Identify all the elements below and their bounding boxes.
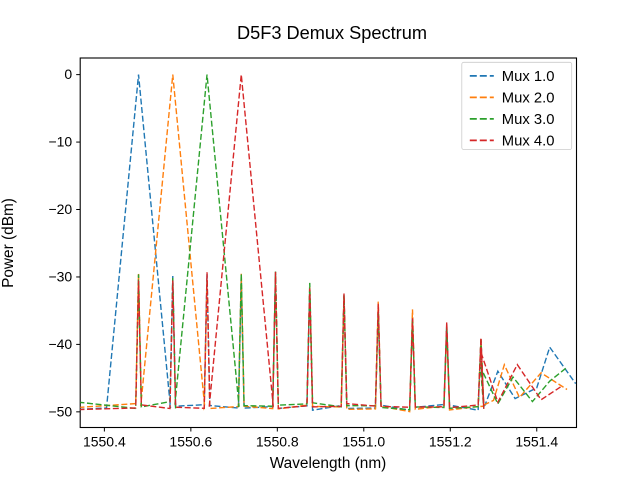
svg-text:1551.0: 1551.0	[342, 434, 385, 450]
svg-text:1550.8: 1550.8	[256, 434, 299, 450]
svg-text:Mux 3.0: Mux 3.0	[502, 112, 555, 128]
svg-text:−30: −30	[48, 268, 72, 284]
svg-text:D5F3 Demux Spectrum: D5F3 Demux Spectrum	[237, 23, 427, 43]
svg-text:1551.4: 1551.4	[515, 434, 558, 450]
svg-text:−40: −40	[48, 336, 72, 352]
svg-text:Mux 2.0: Mux 2.0	[502, 90, 555, 106]
svg-text:1550.4: 1550.4	[83, 434, 126, 450]
svg-text:−10: −10	[48, 134, 72, 150]
svg-text:−50: −50	[48, 403, 72, 419]
svg-text:Mux 4.0: Mux 4.0	[502, 133, 555, 149]
svg-text:0: 0	[64, 66, 72, 82]
svg-text:Wavelength (nm): Wavelength (nm)	[270, 455, 387, 472]
svg-text:Mux 1.0: Mux 1.0	[502, 69, 555, 85]
svg-text:1551.2: 1551.2	[429, 434, 472, 450]
svg-text:Power (dBm): Power (dBm)	[0, 198, 17, 288]
svg-text:1550.6: 1550.6	[169, 434, 212, 450]
svg-text:−20: −20	[48, 201, 72, 217]
